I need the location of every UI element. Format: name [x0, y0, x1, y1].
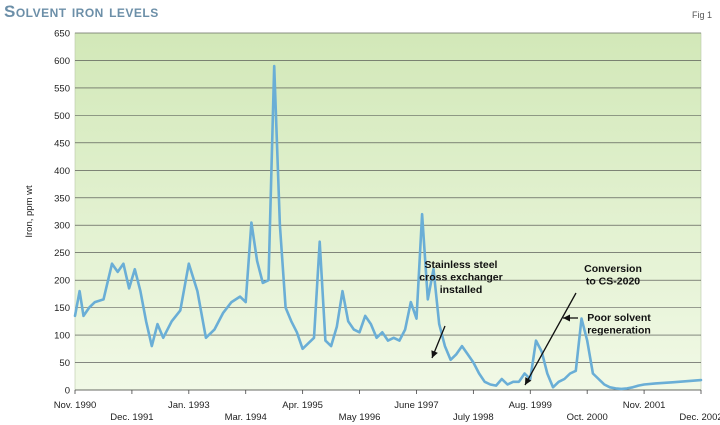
- annotation-text-line: cross exchanger: [419, 272, 502, 284]
- x-tick-label: May 1996: [339, 412, 381, 423]
- series-line-0: [73, 64, 703, 391]
- y-tick-label: 650: [54, 29, 70, 40]
- series-group: [73, 64, 703, 391]
- x-tick-label: Nov. 2001: [623, 400, 666, 411]
- x-axis-ticks: Nov. 1990 Dec. 1991 Jan. 1993 Mar. 1994 Apr.…: [54, 389, 720, 423]
- annotation-arrow-head: [431, 350, 438, 358]
- annotation-text-line: Poor solvent: [587, 312, 651, 324]
- x-tick-label: Dec. 2002: [679, 412, 720, 423]
- x-tick-label: June 1997: [394, 400, 438, 411]
- y-tick-label: 150: [54, 303, 70, 314]
- x-tick-label: Jan. 1993: [168, 400, 210, 411]
- y-tick-label: 600: [54, 56, 70, 67]
- x-tick-label: Aug. 1999: [509, 400, 552, 411]
- annotation-arrow-shaft: [524, 292, 577, 386]
- x-tick-label: Mar. 1994: [225, 412, 267, 423]
- annotation-text-line: Stainless steel: [425, 259, 498, 271]
- y-tick-label: 0: [65, 386, 70, 397]
- chart-title: Solvent iron levels: [4, 2, 159, 21]
- x-tick-label: July 1998: [453, 412, 494, 423]
- figure-label: Fig 1: [691, 10, 712, 20]
- y-tick-label: 400: [54, 166, 70, 177]
- x-tick-label: Dec. 1991: [110, 412, 153, 423]
- annotation-text-line: regeneration: [587, 325, 651, 337]
- x-tick-label: Oct. 2000: [567, 412, 608, 423]
- y-tick-label: 50: [59, 358, 70, 369]
- plot-area: [74, 32, 702, 391]
- y-axis-label: Iron, ppm wt: [24, 185, 35, 238]
- x-tick-label: Apr. 1995: [282, 400, 323, 411]
- y-axis-ticks: 0 50 100 150 200 250 300 350 400 450 500 550 600 650: [54, 29, 70, 397]
- annotation-text-line: installed: [440, 284, 483, 296]
- y-tick-label: 250: [54, 248, 70, 259]
- y-tick-label: 450: [54, 138, 70, 149]
- y-tick-label: 550: [54, 83, 70, 94]
- y-tick-label: 350: [54, 193, 70, 204]
- y-tick-label: 100: [54, 331, 70, 342]
- x-tick-label: Nov. 1990: [54, 400, 97, 411]
- annotation-arrow-head: [563, 314, 570, 322]
- annotation-arrow-head: [525, 377, 532, 385]
- gridlines: [75, 32, 701, 363]
- annotation-text-line: Conversion: [584, 263, 642, 275]
- annotation-text-line: to CS-2020: [586, 276, 640, 288]
- y-tick-label: 200: [54, 276, 70, 287]
- y-tick-label: 300: [54, 221, 70, 232]
- y-tick-label: 500: [54, 111, 70, 122]
